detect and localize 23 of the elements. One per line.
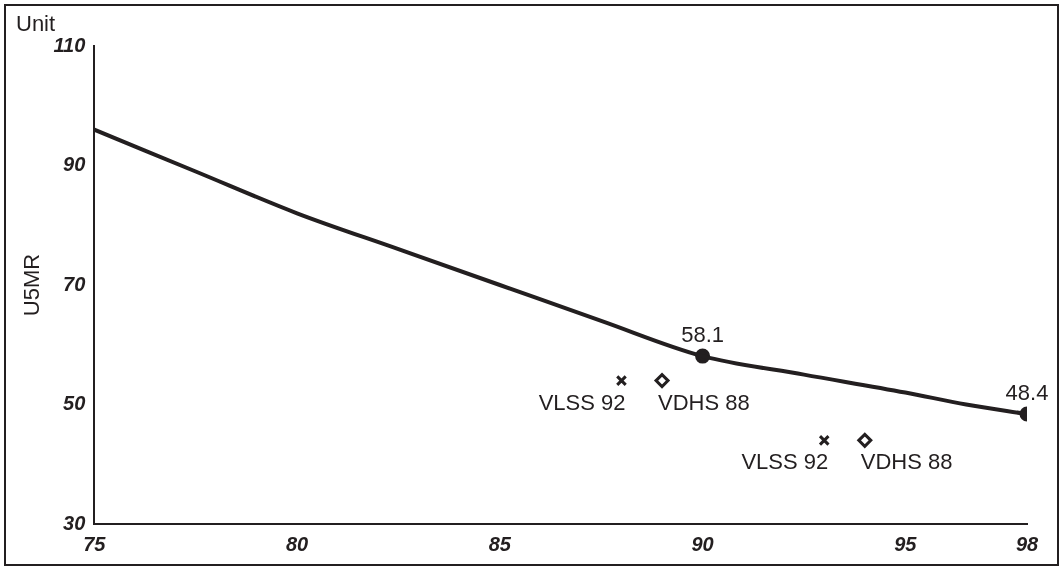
point	[857, 432, 873, 448]
annotation: VLSS 92	[538, 389, 626, 415]
y-tick-label: 110	[53, 33, 86, 56]
point	[615, 374, 628, 387]
data-label: 48.4	[1005, 380, 1049, 406]
x-tick-label: 90	[691, 532, 714, 555]
point	[818, 434, 830, 447]
x-tick-label: 95	[894, 532, 918, 555]
point	[654, 373, 670, 389]
annotation: VLSS 92	[741, 449, 829, 475]
annotation: VDHS 88	[658, 389, 750, 415]
x-tick-label: 80	[285, 532, 309, 555]
y-tick-label: 70	[63, 272, 86, 295]
y-tick-label: 30	[63, 511, 86, 534]
y-tick-label: 90	[63, 153, 86, 176]
x-tick-label: 85	[488, 532, 512, 555]
x-tick-label: 75	[83, 532, 107, 555]
y-axis-title: U5MR	[19, 253, 45, 317]
y-tick-label: 50	[63, 392, 86, 415]
annotation: VDHS 88	[860, 449, 953, 475]
x-tick-label: 98	[1015, 532, 1039, 555]
data-label: 58.1	[681, 322, 724, 348]
text: Unit	[16, 11, 56, 37]
